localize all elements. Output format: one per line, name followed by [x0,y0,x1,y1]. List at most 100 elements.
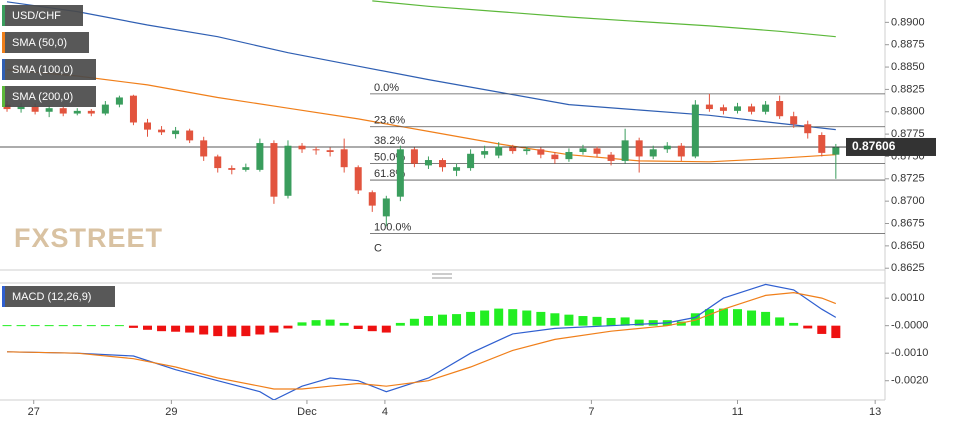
histogram-bar [213,325,223,337]
candle-body [509,147,517,152]
overlay: 0.86250.86500.86750.87000.87250.87500.87… [2,5,936,418]
histogram-bar [2,325,12,327]
histogram-bar [536,311,546,326]
last-price-box [846,137,936,156]
histogram-bar [423,316,433,326]
candle-body [467,153,475,169]
y-tick-label: 0.8775 [891,128,925,140]
candle-body [635,140,643,157]
histogram-bar [606,317,616,326]
candle-body [242,167,250,170]
candle-body [818,135,826,153]
candle-body [439,160,446,168]
histogram-bar [634,319,644,326]
x-tick-label: 7 [588,406,594,418]
candle-body [396,149,404,197]
histogram-bar [128,325,138,328]
histogram-bar [353,325,363,329]
histogram-bar [395,322,405,326]
histogram-bar [143,325,152,330]
candle-body [284,145,292,196]
candle-body [298,145,306,150]
x-tick-label: 13 [869,406,881,418]
candle-body [129,95,137,123]
candle-body [382,198,390,217]
candle-body [790,116,798,125]
x-tick-label: 11 [732,406,743,418]
candle-body [214,156,222,169]
legend-box [2,286,115,307]
histogram-bar [747,310,757,326]
y-tick-label: -0.0000 [891,320,928,332]
y-tick-label: 0.8625 [891,262,925,274]
fib-anchor-label: C [374,242,382,254]
histogram-bar [86,325,96,327]
histogram-bar [409,318,419,326]
histogram-bar [30,325,40,327]
histogram-bar [114,325,124,327]
histogram-bar [241,325,251,337]
candle-body [663,145,671,150]
y-tick-label: 0.8875 [891,39,925,51]
x-tick-label: 29 [165,406,177,418]
legend-swatch [2,5,5,26]
candle-body [200,140,208,157]
legend-label: USD/CHF [12,10,61,22]
histogram-bar [704,309,714,326]
histogram-bar [466,311,476,326]
histogram-bar [325,319,335,326]
legend-box [2,32,89,53]
candle-body [144,122,151,130]
candle-body [691,104,699,157]
histogram-bar [58,325,68,327]
x-tick-label: 27 [28,406,40,418]
candle-body [832,147,840,155]
candle-body [368,192,376,206]
legend-label: SMA (100,0) [12,64,73,76]
histogram-bar [494,308,504,326]
fib-label: 38.2% [374,135,405,147]
legend-label: MACD (12,26,9) [12,291,91,303]
candle-body [537,149,545,155]
histogram-bar [297,322,307,326]
candle-body [340,149,348,168]
candle-body [45,108,53,112]
candle-body [73,110,81,114]
candle-body [719,107,727,111]
legend-box [2,86,96,107]
histogram-bar [16,325,26,327]
candle-body [649,149,657,157]
histogram-bar [831,325,841,339]
histogram-bar [367,325,377,332]
legend-label: SMA (50,0) [12,37,67,49]
candle-body [453,167,461,171]
histogram-bar [480,310,490,326]
candle-body [87,110,95,114]
histogram-bar [817,325,827,334]
histogram-bar [269,325,279,333]
line-series [6,291,837,390]
candle-body [115,97,123,105]
candle-body [621,140,629,161]
histogram-bar [620,317,630,326]
fib-label: 100.0% [374,221,412,233]
histogram-bar [185,325,195,333]
histogram-bar [255,325,265,335]
candle-body [256,143,264,170]
candle-body [551,154,559,160]
histogram-bar [592,316,602,326]
legend-swatch [2,286,5,307]
y-tick-label: 0.8825 [891,83,925,95]
candle-body [677,145,685,157]
candle-body [410,149,418,164]
y-tick-label: -0.0020 [891,375,928,387]
legend-swatch [2,32,5,53]
candle-body [804,124,812,134]
histogram-bar [452,314,462,326]
y-tick-label: 0.8675 [891,217,925,229]
histogram-bar [775,317,785,326]
histogram-bar [100,325,110,327]
legend-box [2,59,96,80]
watermark: FXSTREET [14,223,163,253]
